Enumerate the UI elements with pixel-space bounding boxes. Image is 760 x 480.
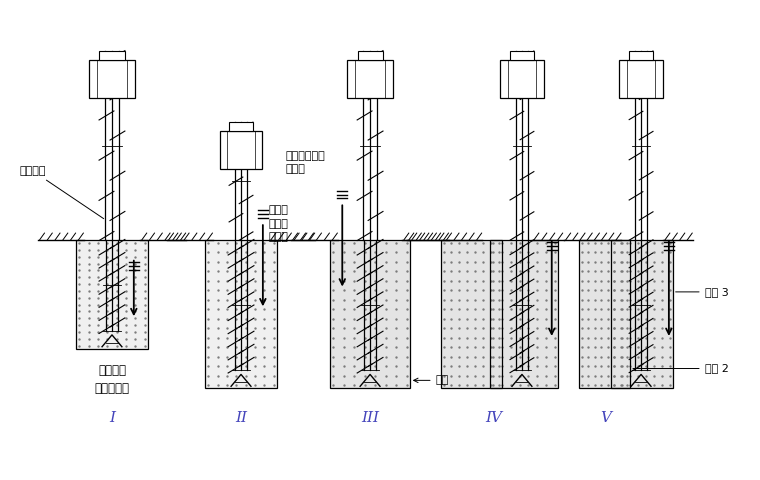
- Bar: [76, 240, 147, 349]
- Bar: [331, 240, 410, 388]
- Bar: [510, 51, 534, 60]
- Bar: [331, 240, 410, 388]
- Text: III: III: [361, 411, 379, 425]
- Bar: [205, 240, 277, 388]
- Bar: [357, 51, 382, 60]
- Bar: [490, 240, 558, 388]
- Text: IV: IV: [486, 411, 502, 425]
- Bar: [347, 60, 393, 97]
- Bar: [205, 240, 277, 388]
- Text: V: V: [600, 411, 611, 425]
- Bar: [611, 240, 673, 388]
- Bar: [611, 240, 673, 388]
- Bar: [578, 240, 630, 388]
- Bar: [578, 240, 630, 388]
- Text: 顺序: 顺序: [413, 375, 449, 385]
- Bar: [441, 240, 502, 388]
- Text: 顺序 3: 顺序 3: [676, 287, 728, 297]
- Bar: [490, 240, 558, 388]
- Bar: [619, 60, 663, 97]
- Bar: [76, 240, 147, 349]
- Text: 水泥浆液由钒
头喷出: 水泥浆液由钒 头喷出: [286, 151, 325, 174]
- Text: 水泥浆
液由钒
头喷出: 水泥浆 液由钒 头喷出: [269, 205, 289, 242]
- Bar: [220, 131, 262, 169]
- Bar: [230, 122, 253, 131]
- Bar: [100, 51, 125, 60]
- Bar: [629, 51, 653, 60]
- Bar: [441, 240, 502, 388]
- Text: I: I: [109, 411, 115, 425]
- Bar: [89, 60, 135, 97]
- Text: 顺序 2: 顺序 2: [633, 363, 729, 373]
- Text: II: II: [235, 411, 247, 425]
- Text: 水泥浆液
由钒头喷出: 水泥浆液 由钒头喷出: [94, 363, 129, 395]
- Bar: [500, 60, 544, 97]
- Text: 普通叶片: 普通叶片: [19, 166, 103, 219]
